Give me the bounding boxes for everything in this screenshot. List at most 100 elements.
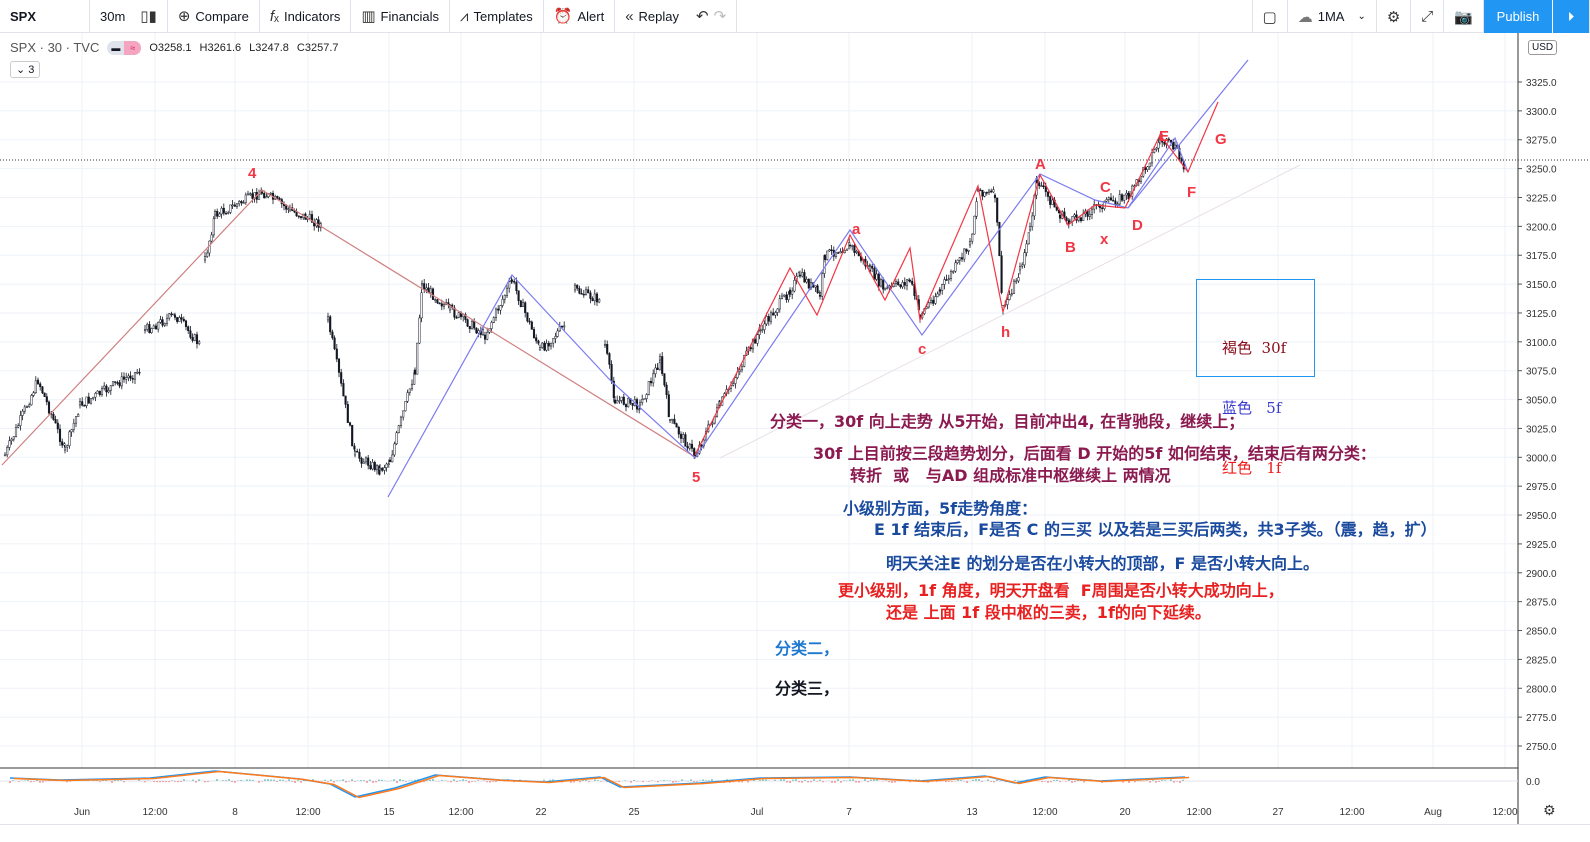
color-legend-box[interactable]: 褐色 30f 蓝色 5f 红色 1f bbox=[1196, 279, 1315, 477]
candle bbox=[1101, 207, 1104, 210]
interval-button[interactable]: 30m ▯▮ bbox=[90, 0, 168, 33]
candle bbox=[1125, 192, 1128, 196]
candle bbox=[821, 273, 824, 297]
symbol-search[interactable]: SPX bbox=[0, 0, 90, 33]
annotation-text[interactable]: 分类二， bbox=[775, 639, 840, 658]
candle bbox=[903, 282, 906, 286]
undo-icon[interactable]: ↶ bbox=[696, 8, 709, 25]
trend-line-faint[interactable] bbox=[719, 164, 1301, 459]
wave-label[interactable]: E bbox=[1159, 128, 1170, 145]
alert-button[interactable]: ⏰ Alert bbox=[544, 0, 616, 33]
publish-button[interactable]: Publish bbox=[1484, 0, 1552, 33]
candle bbox=[455, 316, 458, 319]
candle bbox=[848, 244, 852, 247]
candle bbox=[238, 200, 241, 205]
candle bbox=[138, 371, 141, 374]
price-label: 3075.0 bbox=[1526, 367, 1557, 378]
candle bbox=[431, 288, 435, 300]
candle bbox=[1180, 158, 1183, 162]
wave-label[interactable]: A bbox=[1035, 156, 1046, 173]
wave-30f-line[interactable] bbox=[1, 189, 696, 466]
annotation-text[interactable]: 明天关注E 的划分是否在小转大的顶部，F 是否小转大向上。 bbox=[886, 554, 1320, 573]
financials-button[interactable]: ▥ Financials bbox=[351, 0, 451, 33]
candle bbox=[780, 295, 784, 300]
wave-5f-line[interactable] bbox=[387, 136, 1189, 498]
candle bbox=[839, 251, 842, 254]
annotation-text[interactable]: 分类一，30f 向上走势 从5开始，目前冲出4, 在背驰段，继续上； bbox=[770, 412, 1245, 431]
candle bbox=[346, 404, 349, 423]
wave-label[interactable]: x bbox=[1100, 231, 1109, 248]
axis-settings-icon[interactable]: ⚙ bbox=[1543, 802, 1556, 818]
wave-label[interactable]: B bbox=[1065, 239, 1076, 256]
wave-label[interactable]: h bbox=[1001, 324, 1011, 341]
annotation-text[interactable]: 转折 或 与AD 组成标准中枢继续上 两情况 bbox=[850, 466, 1171, 485]
candle bbox=[74, 416, 78, 424]
candle bbox=[10, 438, 13, 442]
candle bbox=[72, 422, 75, 430]
legend-toggle[interactable]: ▬ ≈ bbox=[107, 40, 142, 55]
currency-badge[interactable]: USD bbox=[1528, 40, 1558, 55]
wave-label[interactable]: C bbox=[1100, 179, 1111, 196]
candles-icon[interactable]: ▯▮ bbox=[140, 8, 157, 25]
candle bbox=[373, 462, 376, 471]
wave-5f-channel[interactable] bbox=[1127, 59, 1249, 209]
time-label: 15 bbox=[383, 807, 395, 818]
candle bbox=[87, 396, 90, 404]
collapse-indicators-button[interactable]: ⌄ 3 bbox=[10, 61, 41, 78]
wave-label[interactable]: 4 bbox=[248, 165, 257, 182]
annotation-text[interactable]: 小级别方面，5f走势角度： bbox=[843, 499, 1038, 518]
time-label: 12:00 bbox=[1186, 807, 1211, 818]
wave-1f-line[interactable] bbox=[694, 101, 1219, 456]
settings-button[interactable]: ⚙ bbox=[1377, 0, 1412, 33]
candle bbox=[508, 281, 511, 289]
candle bbox=[879, 279, 883, 287]
candle bbox=[686, 446, 689, 449]
wave-label[interactable]: D bbox=[1132, 217, 1143, 234]
candle bbox=[661, 356, 664, 374]
wave-label[interactable]: G bbox=[1215, 131, 1227, 148]
save-layout-button[interactable]: ☁ 1MA ⌄ bbox=[1288, 0, 1377, 33]
wave-label[interactable]: c bbox=[918, 341, 927, 358]
indicators-button[interactable]: fₓ Indicators bbox=[260, 0, 352, 33]
layout-button[interactable]: ▢ bbox=[1251, 0, 1288, 33]
candle bbox=[538, 347, 542, 351]
compare-button[interactable]: ⊕ Compare bbox=[168, 0, 260, 33]
candle bbox=[776, 308, 779, 313]
time-label: 12:00 bbox=[295, 807, 320, 818]
candle bbox=[56, 422, 59, 430]
candle bbox=[649, 380, 653, 384]
replay-button[interactable]: «Replay ↶ ↷ bbox=[615, 0, 738, 33]
candle bbox=[673, 418, 676, 424]
annotation-text[interactable]: 还是 上面 1f 段中枢的三卖，1f的向下延续。 bbox=[886, 603, 1211, 622]
wave-label[interactable]: a bbox=[852, 221, 861, 238]
redo-icon[interactable]: ↷ bbox=[713, 8, 727, 25]
candle bbox=[367, 457, 370, 466]
fullscreen-button[interactable]: ⤢ bbox=[1411, 0, 1445, 33]
candle bbox=[641, 399, 644, 403]
annotation-text[interactable]: 30f 上目前按三段趋势划分，后面看 D 开始的5f 如何结束，结束后有两分类： bbox=[813, 444, 1376, 463]
candle bbox=[61, 441, 64, 446]
candle bbox=[830, 249, 833, 251]
candle bbox=[1073, 214, 1076, 217]
annotation-text[interactable]: E 1f 结束后，F是否 C 的三买 以及若是三买后两类，共3子类。（震，趋，扩… bbox=[874, 520, 1437, 539]
snapshot-button[interactable]: 📷 bbox=[1444, 0, 1484, 33]
candle bbox=[54, 419, 57, 424]
candle bbox=[668, 419, 672, 421]
annotation-text[interactable]: 分类三， bbox=[775, 679, 840, 698]
candle bbox=[173, 314, 177, 318]
candle bbox=[251, 193, 254, 199]
candle bbox=[767, 316, 770, 322]
candle bbox=[684, 434, 687, 447]
templates-button[interactable]: ⩘ Templates bbox=[450, 0, 544, 33]
annotation-text[interactable]: 更小级别，1f 角度，明天开盘看 F周围是否小转大成功向上， bbox=[838, 581, 1284, 600]
compare-label: Compare bbox=[195, 8, 249, 24]
play-button[interactable]: ⏵ bbox=[1552, 0, 1590, 33]
price-label: 2925.0 bbox=[1526, 540, 1557, 551]
candle bbox=[1010, 293, 1013, 295]
wave-label[interactable]: F bbox=[1187, 184, 1197, 201]
price-chart[interactable]: 3325.03300.03275.03250.03225.03200.03175… bbox=[0, 33, 1590, 824]
candle bbox=[125, 377, 128, 380]
candle bbox=[233, 204, 236, 207]
candle bbox=[52, 413, 55, 420]
wave-label[interactable]: 5 bbox=[692, 469, 701, 486]
